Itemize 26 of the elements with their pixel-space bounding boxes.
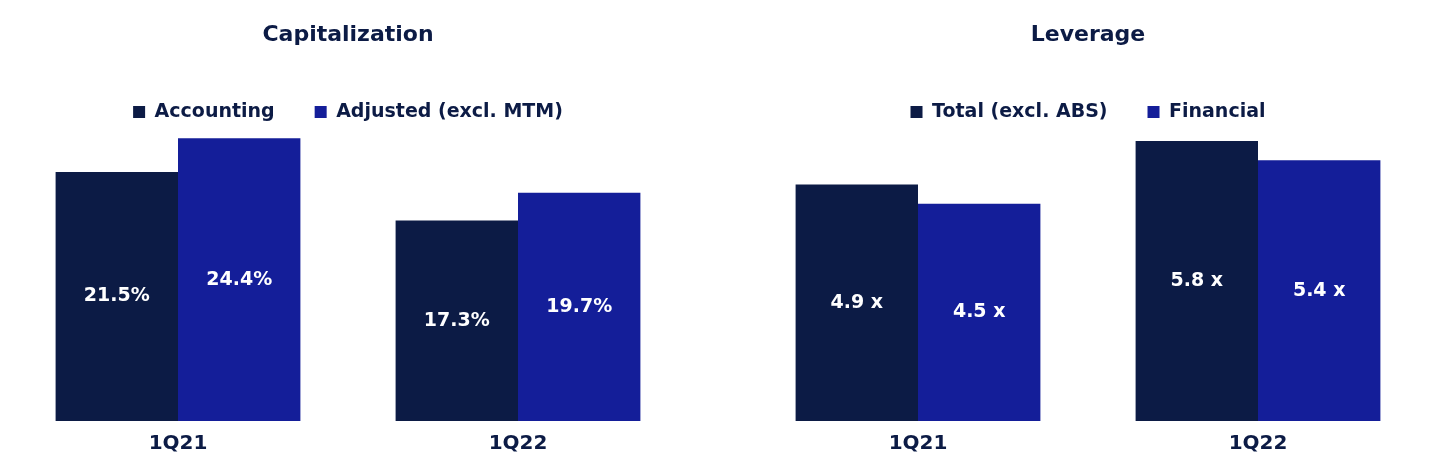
legend-label: Financial <box>1169 98 1266 121</box>
data-label: 24.4% <box>206 266 273 289</box>
bar <box>518 192 641 421</box>
legend-label: Accounting <box>154 98 275 121</box>
data-label: 17.3% <box>423 307 490 330</box>
bar <box>918 203 1041 421</box>
data-label: 19.7% <box>546 293 613 316</box>
x-tick-label: 1Q21 <box>148 430 208 455</box>
bar <box>1258 160 1381 421</box>
bar <box>395 220 518 421</box>
chart-title: Capitalization <box>262 20 434 46</box>
bar <box>55 171 178 421</box>
x-tick-label: 1Q22 <box>1228 430 1288 455</box>
bar <box>795 184 918 421</box>
x-tick-label: 1Q22 <box>488 430 548 455</box>
bar <box>178 138 301 421</box>
legend-label: Total (excl. ABS) <box>932 98 1108 121</box>
data-label: 5.4 x <box>1292 277 1346 300</box>
data-label: 4.9 x <box>830 289 884 312</box>
data-label: 21.5% <box>83 283 150 306</box>
data-label: 5.8 x <box>1170 267 1224 290</box>
data-label: 4.5 x <box>952 299 1006 322</box>
chart-title: Leverage <box>1030 20 1146 46</box>
bar <box>1135 141 1258 421</box>
legend-label: Adjusted (excl. MTM) <box>336 98 563 121</box>
x-tick-label: 1Q21 <box>888 430 948 455</box>
